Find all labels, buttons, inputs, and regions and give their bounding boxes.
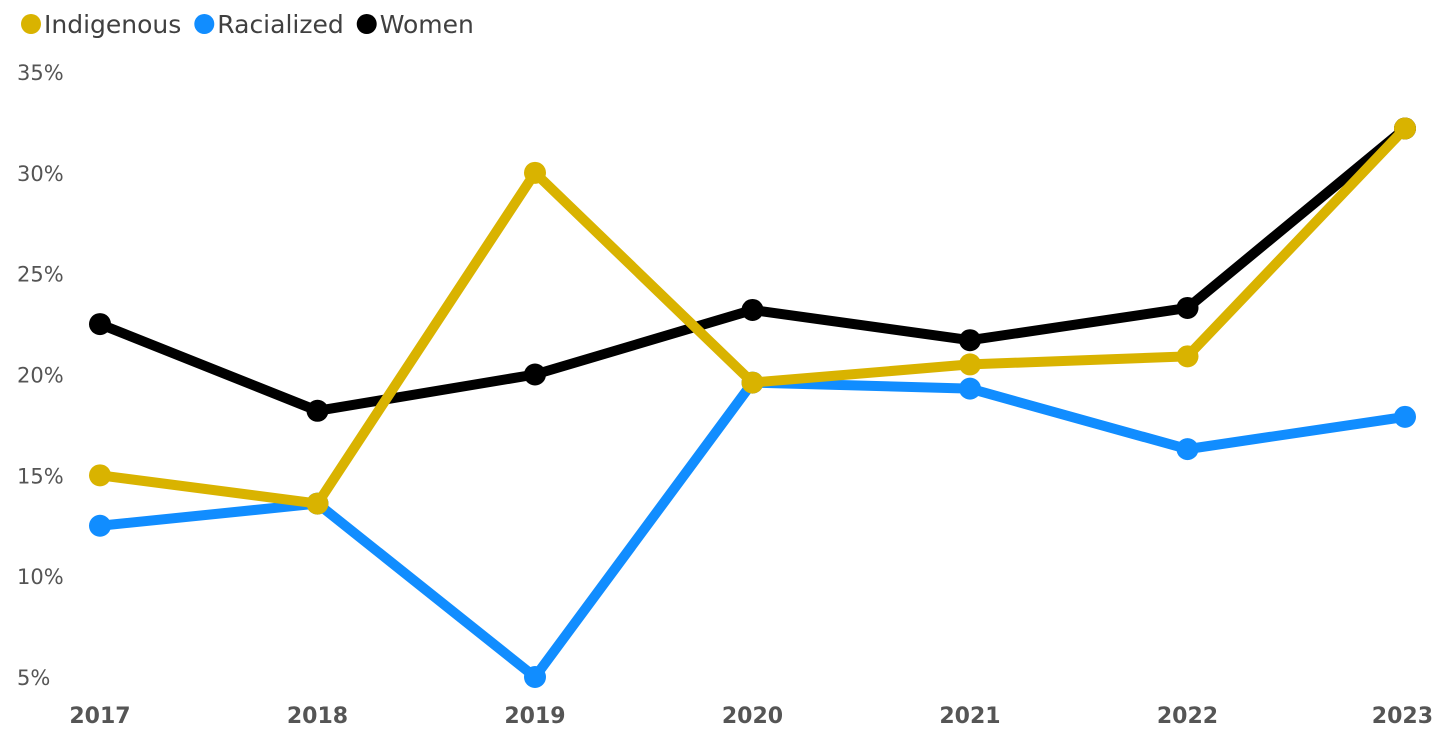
data-point-racialized[interactable] — [1394, 405, 1416, 428]
data-point-women[interactable] — [1176, 296, 1199, 319]
y-tick-label: 15% — [17, 464, 64, 488]
legend-marker-racialized — [194, 14, 215, 34]
legend-label-racialized: Racialized — [217, 10, 343, 39]
legend-marker-indigenous — [21, 14, 41, 34]
x-tick-label: 2018 — [287, 704, 348, 729]
legend-marker-women — [356, 14, 377, 34]
data-point-women[interactable] — [306, 399, 329, 422]
data-point-indigenous[interactable] — [306, 492, 329, 515]
x-tick-label: 2021 — [939, 704, 1000, 729]
y-tick-label: 30% — [17, 162, 64, 186]
x-axis: 2017 2018 2019 2020 2021 2022 2023 — [69, 704, 1433, 729]
data-point-indigenous[interactable] — [959, 353, 981, 376]
x-tick-label: 2023 — [1372, 704, 1433, 729]
data-point-indigenous[interactable] — [1394, 117, 1416, 140]
series-indigenous — [89, 117, 1416, 515]
plot-area — [89, 117, 1416, 688]
legend-label-women: Women — [380, 10, 474, 39]
data-point-racialized[interactable] — [959, 377, 981, 400]
x-tick-label: 2019 — [504, 704, 565, 729]
data-point-racialized[interactable] — [524, 666, 546, 688]
data-point-indigenous[interactable] — [89, 464, 111, 487]
y-tick-label: 20% — [17, 364, 64, 388]
y-tick-label: 35% — [17, 61, 64, 85]
x-tick-label: 2022 — [1157, 704, 1218, 729]
data-point-racialized[interactable] — [1176, 438, 1199, 461]
data-point-women[interactable] — [741, 298, 764, 321]
data-point-women[interactable] — [959, 329, 981, 352]
y-tick-label: 10% — [17, 565, 64, 589]
data-point-women[interactable] — [524, 363, 546, 386]
y-tick-label: 25% — [17, 263, 64, 287]
y-axis: 5% 10% 15% 20% 25% 30% 35% — [17, 61, 64, 690]
x-tick-label: 2020 — [722, 704, 783, 729]
series-women — [89, 117, 1416, 422]
data-point-indigenous[interactable] — [1176, 345, 1199, 368]
series-line-women — [95, 123, 1410, 416]
legend-label-indigenous: Indigenous — [44, 10, 181, 39]
data-point-racialized[interactable] — [89, 514, 111, 537]
data-point-indigenous[interactable] — [524, 161, 546, 184]
x-tick-label: 2017 — [69, 704, 130, 729]
series-racialized — [89, 371, 1416, 688]
data-point-women[interactable] — [89, 313, 111, 336]
series-line-racialized — [95, 377, 1410, 682]
data-point-indigenous[interactable] — [741, 371, 764, 394]
legend: Indigenous Racialized Women — [21, 10, 474, 39]
y-tick-label: 5% — [17, 666, 50, 690]
